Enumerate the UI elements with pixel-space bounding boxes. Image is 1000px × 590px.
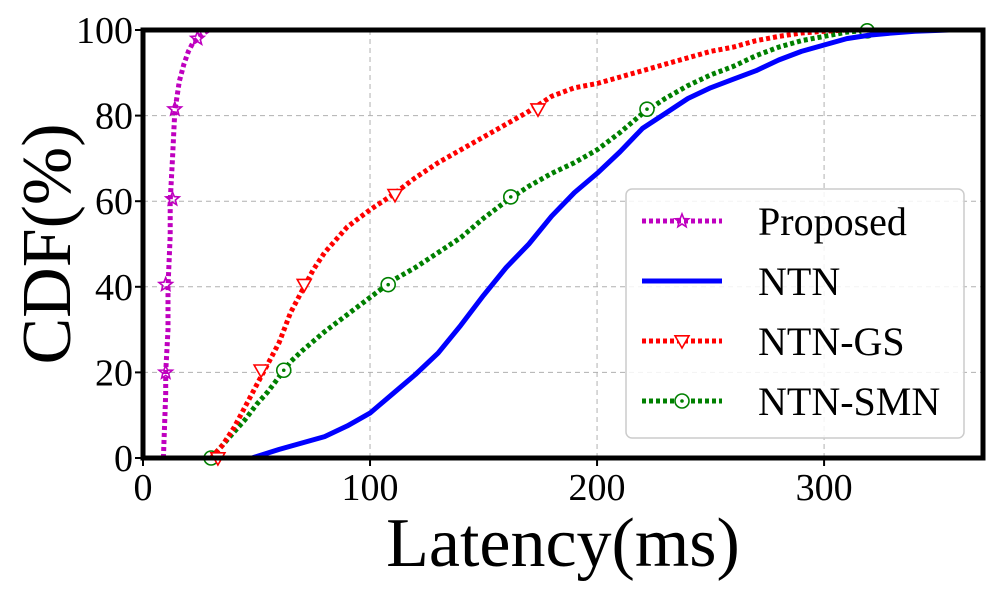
legend-entry-ntn: NTN [642, 259, 840, 304]
y-tick-label: 80 [95, 96, 133, 138]
data-point-ntn-smn [380, 276, 396, 293]
y-tick-label: 60 [95, 181, 133, 223]
marker-dot [508, 195, 513, 199]
data-point-proposed [163, 189, 182, 207]
data-point-proposed [188, 29, 207, 46]
y-tick-label: 20 [95, 352, 133, 394]
series-ntn [251, 27, 949, 461]
series-proposed [156, 27, 211, 459]
data-point-ntn-gs [252, 364, 270, 379]
legend-label: NTN-SMN [758, 379, 940, 424]
legend-box [625, 188, 965, 439]
series-ntn-gs [209, 27, 847, 467]
legend-marker [673, 334, 691, 350]
marker-dot [281, 368, 286, 373]
legend: Proposed NTN NTN-GS NTN-SMN [625, 188, 965, 439]
marker-dot [680, 399, 684, 403]
data-point-ntn-smn [275, 362, 292, 379]
data-point-proposed [165, 99, 184, 117]
series-layer [156, 23, 949, 467]
legend-entry-proposed: Proposed [642, 199, 907, 244]
legend-label: Proposed [758, 199, 907, 244]
x-tick-label: 0 [134, 467, 153, 509]
legend-entries: Proposed NTN NTN-GS NTN-SMN [642, 199, 940, 424]
y-tick-label: 40 [95, 267, 133, 309]
legend-label: NTN-GS [758, 319, 905, 364]
x-tick-label: 300 [796, 467, 853, 509]
data-point-proposed [156, 275, 175, 293]
legend-label: NTN [758, 259, 840, 304]
x-axis-label: Latency(ms) [386, 505, 740, 582]
x-tick-label: 100 [342, 467, 399, 509]
tick-layer: 0 100 200 300 0 20 40 60 80 100 [76, 10, 853, 509]
data-point-ntn-smn [502, 189, 519, 205]
data-point-ntn-gs [529, 103, 547, 118]
x-tick-label: 200 [569, 467, 626, 509]
series-line-ntn-smn [209, 27, 870, 460]
y-axis-label: CDF(%) [9, 123, 86, 364]
y-tick-label: 0 [114, 438, 133, 480]
data-point-proposed [156, 363, 175, 380]
marker-dot [645, 107, 649, 111]
series-ntn-smn [203, 23, 876, 466]
series-line-proposed [160, 27, 211, 459]
series-line-ntn [251, 27, 949, 461]
series-line-ntn-gs [209, 27, 847, 460]
legend-marker [673, 211, 691, 229]
plot-frame [140, 27, 986, 461]
data-point-ntn-gs [386, 188, 404, 204]
y-tick-label: 100 [76, 10, 133, 52]
legend-entry-ntn-gs: NTN-GS [642, 319, 905, 364]
data-point-ntn-smn [639, 101, 655, 117]
data-point-ntn-gs [295, 278, 313, 294]
legend-entry-ntn-smn: NTN-SMN [642, 379, 940, 424]
legend-marker [674, 393, 690, 409]
marker-dot [386, 282, 390, 287]
